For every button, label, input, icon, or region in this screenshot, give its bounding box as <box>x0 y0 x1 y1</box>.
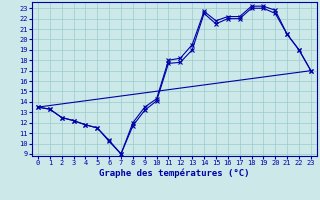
X-axis label: Graphe des températures (°C): Graphe des températures (°C) <box>99 169 250 178</box>
